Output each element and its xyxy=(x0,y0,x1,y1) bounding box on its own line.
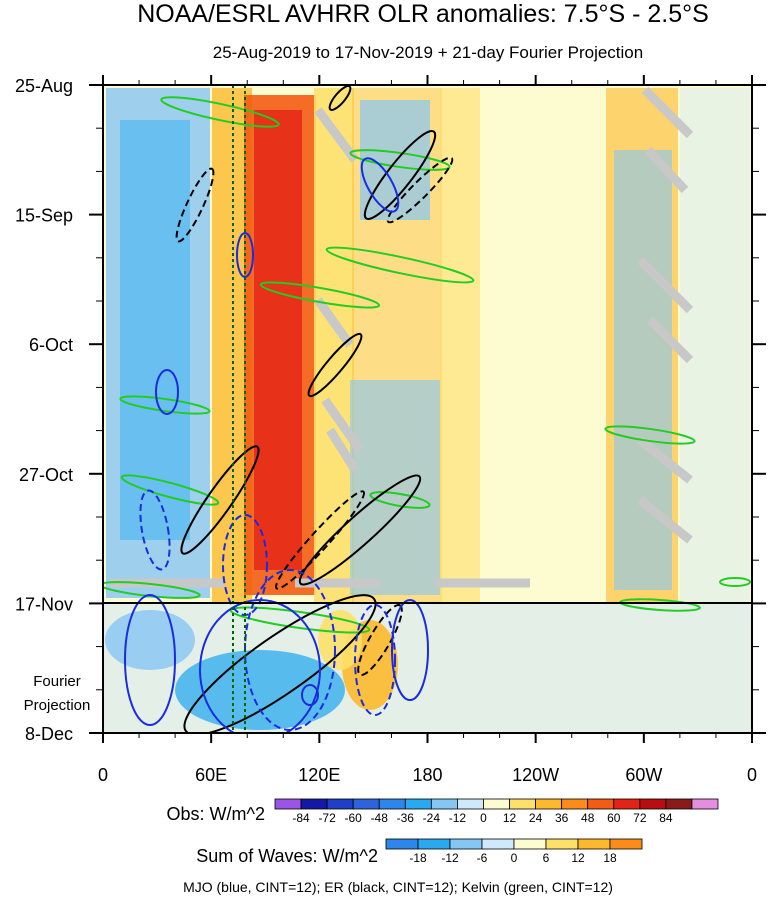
obs-band-dateline xyxy=(440,88,480,603)
legend-level: 36 xyxy=(555,811,569,825)
legend-swatch xyxy=(352,798,380,810)
x-tick-label: 0 xyxy=(747,765,757,785)
x-tick-label: 0 xyxy=(98,765,108,785)
obs-band-hot-core xyxy=(254,110,302,570)
projection-label-1: Fourier xyxy=(33,673,81,690)
legend-swatch xyxy=(457,798,484,810)
legend-swatch xyxy=(417,838,451,850)
legend-swatch xyxy=(300,798,328,810)
legend-swatch xyxy=(587,798,615,810)
legend-swatch xyxy=(481,838,515,850)
proj-cool-blob-2 xyxy=(105,610,195,670)
plot-area xyxy=(103,85,752,733)
waves-legend-label: Sum of Waves: W/m^2 xyxy=(196,846,378,866)
legend-level: 24 xyxy=(529,811,543,825)
legend-level: -60 xyxy=(345,811,363,825)
y-axis: 25-Aug 15-Sep 6-Oct 27-Oct 17-Nov 8-Dec xyxy=(15,76,766,744)
waves-legend: -18 -12 -6 0 6 12 18 xyxy=(385,838,643,865)
legend-level: -72 xyxy=(318,811,336,825)
proj-warm-blob-2 xyxy=(318,610,362,670)
x-tick-label: 120W xyxy=(512,765,559,785)
legend-swatch xyxy=(404,798,432,810)
kelvin-contours xyxy=(103,96,751,634)
legend-level: -12 xyxy=(449,811,467,825)
legend-level: -84 xyxy=(292,811,310,825)
y-tick-label: 25-Aug xyxy=(15,76,73,96)
legend-level: 18 xyxy=(603,851,617,865)
y-tick-label: 17-Nov xyxy=(15,594,73,614)
legend-swatch xyxy=(691,798,719,810)
legend-swatch xyxy=(665,798,693,810)
legend-swatch xyxy=(545,838,579,850)
legend-swatch xyxy=(449,838,483,850)
y-tick-label: 6-Oct xyxy=(29,335,73,355)
legend-level: -6 xyxy=(477,851,488,865)
y-tick-label: 15-Sep xyxy=(15,206,73,226)
legend-level: 48 xyxy=(581,811,595,825)
legend-level: 12 xyxy=(571,851,585,865)
chart-title: NOAA/ESRL AVHRR OLR anomalies: 7.5°S - 2… xyxy=(137,0,709,28)
legend-swatch xyxy=(577,838,611,850)
legend-level: -36 xyxy=(397,811,415,825)
legend-swatch xyxy=(535,798,563,810)
legend-level: 0 xyxy=(511,851,518,865)
legend-level: -12 xyxy=(441,851,459,865)
x-axis: 0 60E 120E 180 120W 60W 0 xyxy=(98,75,757,785)
y-tick-label: 8-Dec xyxy=(25,724,73,744)
legend-swatch xyxy=(609,838,643,850)
legend-swatch xyxy=(509,798,536,810)
obs-band-far-east xyxy=(680,88,750,603)
missing-data xyxy=(110,86,694,588)
legend-swatch xyxy=(385,838,419,850)
proj-cool-blob xyxy=(175,650,345,730)
er-contours xyxy=(175,85,454,733)
legend-swatch xyxy=(326,798,354,810)
legend-level: 0 xyxy=(480,811,487,825)
legend-swatch xyxy=(378,798,406,810)
legend-swatch xyxy=(639,798,667,810)
obs-band-west-cool-2 xyxy=(120,120,190,540)
chart-subtitle: 25-Aug-2019 to 17-Nov-2019 + 21-day Four… xyxy=(213,43,643,62)
projection-label-2: Projection xyxy=(24,697,91,714)
legend-level: -48 xyxy=(371,811,389,825)
x-tick-label: 60W xyxy=(625,765,662,785)
legend-level: 6 xyxy=(543,851,550,865)
obs-legend: -84 -72 -60 -48 -36 -24 -12 0 12 24 36 48 60 72 84 xyxy=(274,798,719,825)
legend-swatch xyxy=(561,798,589,810)
x-tick-label: 180 xyxy=(412,765,442,785)
x-tick-label: 60E xyxy=(195,765,227,785)
footer-note: MJO (blue, CINT=12); ER (black, CINT=12)… xyxy=(183,879,613,895)
y-tick-label: 27-Oct xyxy=(19,465,73,485)
obs-legend-label: Obs: W/m^2 xyxy=(167,804,265,824)
legend-level: 72 xyxy=(633,811,647,825)
legend-swatch xyxy=(513,838,547,850)
legend-level: -18 xyxy=(409,851,427,865)
legend-level: 84 xyxy=(659,811,673,825)
x-tick-label: 120E xyxy=(298,765,340,785)
obs-band-west-cool xyxy=(106,88,210,598)
legend-level: 12 xyxy=(503,811,517,825)
legend-swatch xyxy=(483,798,510,810)
legend-swatch xyxy=(613,798,641,810)
legend-swatch xyxy=(274,798,302,810)
legend-swatch xyxy=(430,798,458,810)
obs-band-central-cool-2 xyxy=(350,380,440,595)
legend-level: -24 xyxy=(423,811,441,825)
legend-level: 60 xyxy=(607,811,621,825)
